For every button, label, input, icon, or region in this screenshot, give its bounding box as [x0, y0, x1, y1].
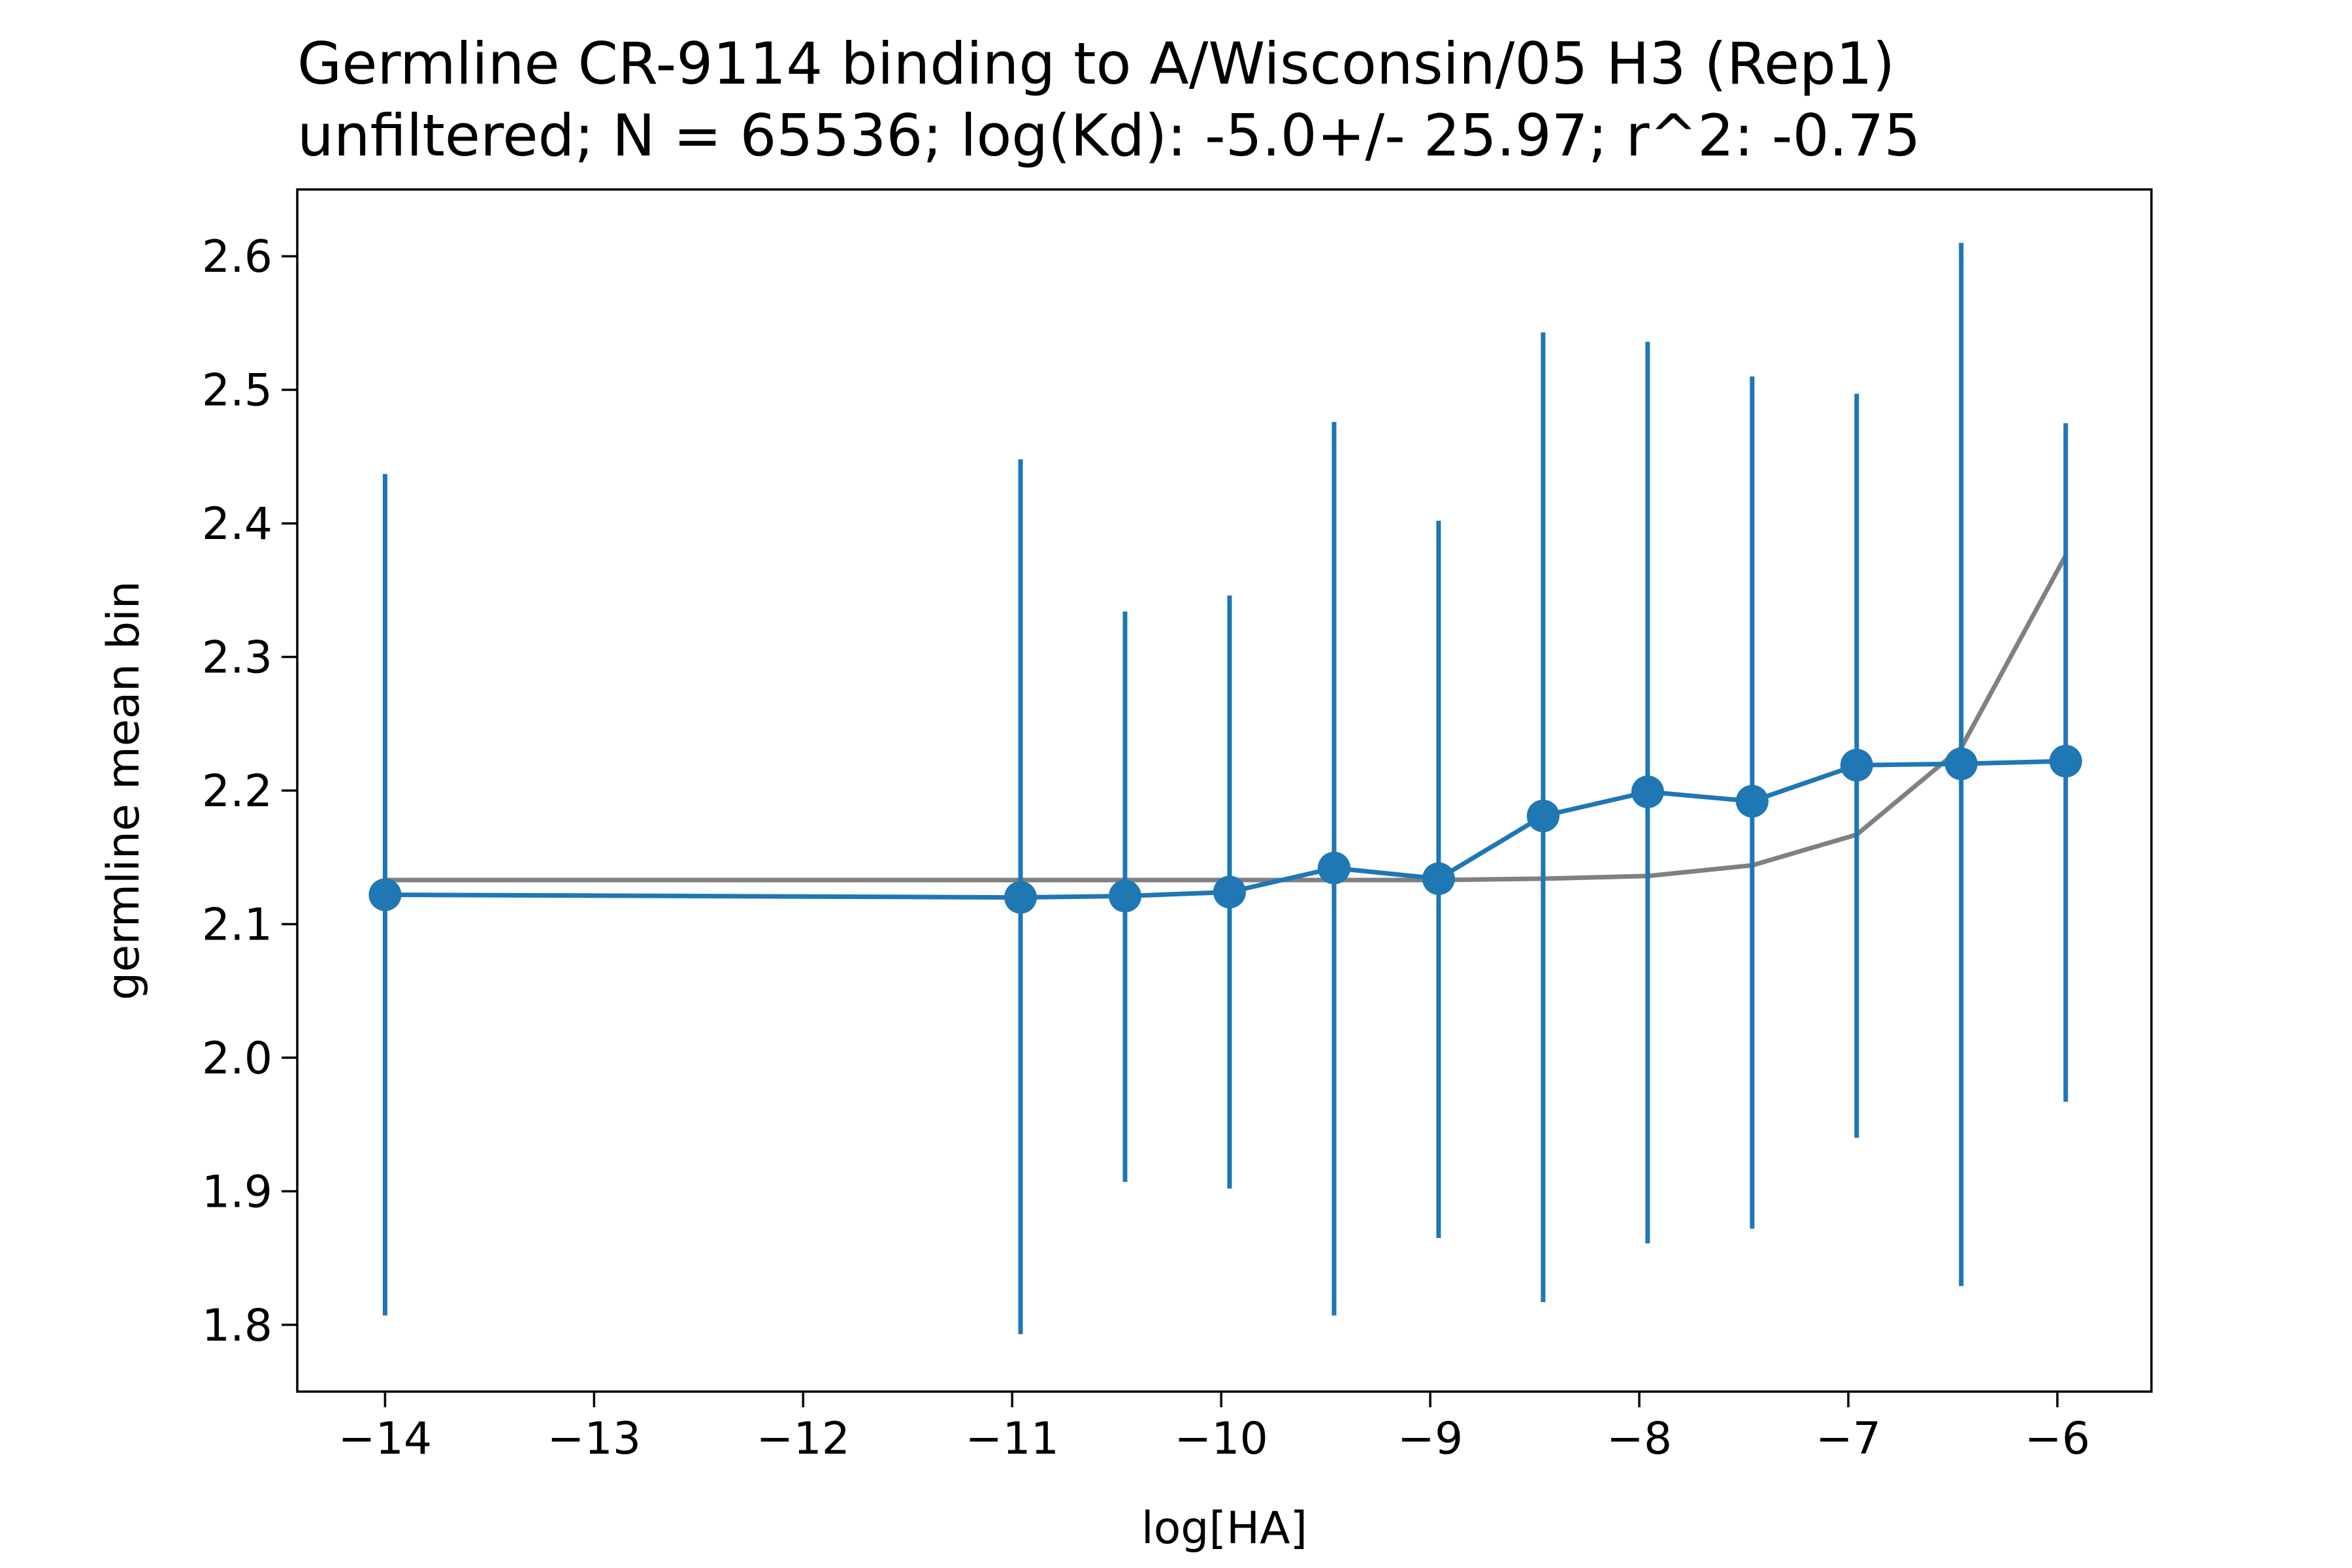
data-point — [2049, 745, 2082, 778]
data-point — [368, 878, 402, 911]
fit-line-layer — [385, 554, 2068, 883]
y-tick-label: 2.0 — [202, 1033, 272, 1085]
y-tick-label: 2.3 — [202, 632, 272, 684]
y-tick-label: 1.9 — [202, 1166, 272, 1218]
data-point — [1004, 881, 1037, 914]
y-tick-label: 2.1 — [202, 899, 272, 951]
x-tick-label: −12 — [757, 1413, 851, 1465]
data-point — [1526, 799, 1560, 832]
plot-background — [297, 189, 2151, 1392]
x-tick-label: −9 — [1397, 1413, 1463, 1465]
x-axis-label: log[HA] — [1141, 1503, 1307, 1554]
x-tick-label: −10 — [1174, 1413, 1268, 1465]
y-tick-label: 2.5 — [202, 365, 272, 417]
x-tick-label: −6 — [2025, 1413, 2090, 1465]
data-point — [1944, 747, 1978, 781]
mean-line-layer — [385, 759, 2066, 900]
x-tick-label: −13 — [547, 1413, 642, 1465]
plot-area — [296, 188, 2153, 1393]
chart-title: Germline CR-9114 binding to A/Wisconsin/… — [297, 30, 1895, 97]
x-tick-label: −11 — [965, 1413, 1059, 1465]
x-axis: −14 −13 −12 −11 −10 −9 −8 −7 −6 — [338, 1392, 2090, 1465]
y-tick-label: 1.8 — [202, 1300, 272, 1352]
x-tick-label: −14 — [338, 1413, 433, 1465]
fit-series-line — [385, 554, 2068, 883]
data-point — [1631, 776, 1664, 809]
y-tick-label: 2.6 — [202, 231, 272, 283]
x-tick-label: −8 — [1607, 1413, 1672, 1465]
mean-series-line — [385, 759, 2066, 900]
data-point — [1840, 749, 1873, 782]
marker-layer — [368, 745, 2082, 914]
chart-subtitle: unfiltered; N = 65536; log(Kd): -5.0+/- … — [297, 102, 1921, 169]
y-tick-label: 2.4 — [202, 498, 272, 550]
data-point — [1213, 875, 1246, 909]
y-axis-label: germline mean bin — [98, 581, 150, 1000]
x-tick-label: −7 — [1816, 1413, 1881, 1465]
data-point — [1735, 785, 1769, 818]
y-tick-label: 2.2 — [202, 766, 272, 817]
data-point — [1422, 862, 1455, 895]
data-point — [1317, 851, 1350, 885]
data-point — [1109, 879, 1142, 913]
y-axis: 1.8 1.9 2.0 2.1 2.2 2.3 2.4 2.5 2.6 — [202, 231, 297, 1352]
